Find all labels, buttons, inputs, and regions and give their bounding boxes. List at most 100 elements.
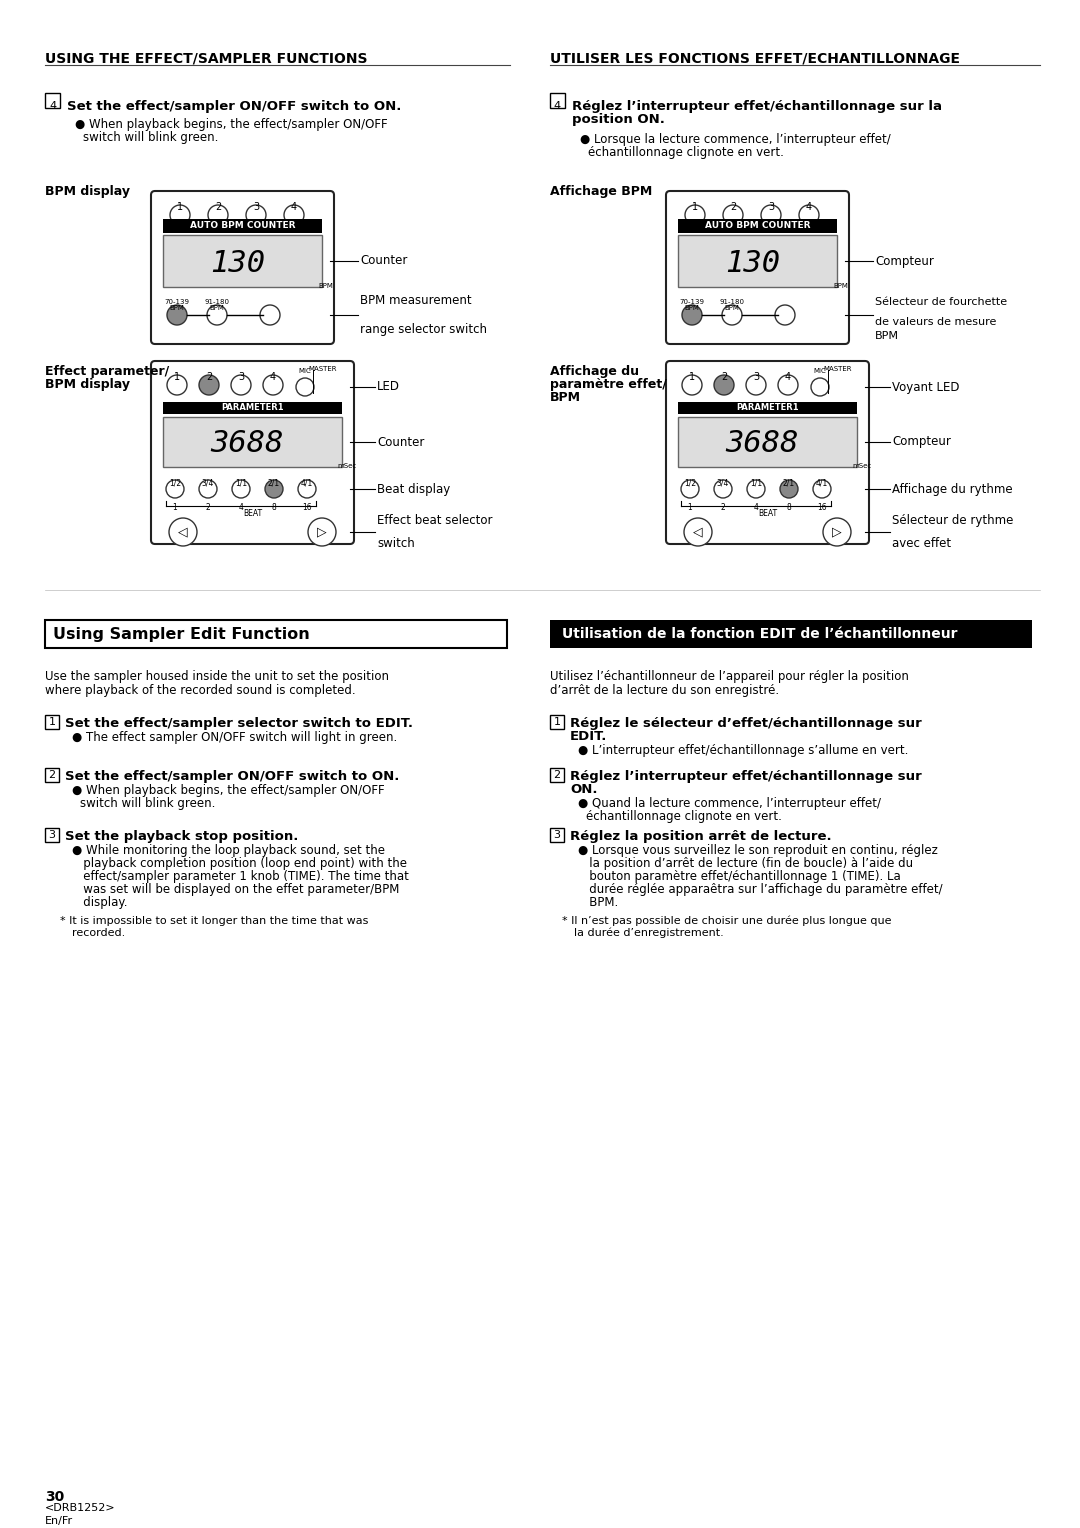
- Text: ● When playback begins, the effect/sampler ON/OFF: ● When playback begins, the effect/sampl…: [72, 784, 384, 798]
- Text: BEAT: BEAT: [243, 509, 262, 518]
- Circle shape: [714, 480, 732, 498]
- Text: 2: 2: [49, 770, 55, 779]
- Text: <DRB1252>: <DRB1252>: [45, 1504, 116, 1513]
- Text: la position d’arrêt de lecture (fin de boucle) à l’aide du: la position d’arrêt de lecture (fin de b…: [578, 857, 913, 869]
- Bar: [678, 402, 858, 414]
- Text: 4: 4: [239, 503, 243, 512]
- Text: ● Lorsque la lecture commence, l’interrupteur effet/: ● Lorsque la lecture commence, l’interru…: [580, 133, 891, 147]
- Circle shape: [778, 374, 798, 396]
- Circle shape: [684, 518, 712, 545]
- Text: 4: 4: [291, 202, 297, 212]
- Text: BPM measurement: BPM measurement: [360, 293, 472, 307]
- Circle shape: [208, 205, 228, 225]
- Bar: [45, 769, 59, 782]
- Text: Compteur: Compteur: [892, 435, 950, 449]
- Circle shape: [681, 480, 699, 498]
- Bar: [550, 715, 564, 729]
- Text: ● Lorsque vous surveillez le son reproduit en continu, réglez: ● Lorsque vous surveillez le son reprodu…: [578, 843, 937, 857]
- Bar: [678, 235, 837, 287]
- Circle shape: [723, 306, 742, 325]
- Circle shape: [298, 480, 316, 498]
- Circle shape: [246, 205, 266, 225]
- Text: 1/1: 1/1: [235, 478, 247, 487]
- FancyBboxPatch shape: [666, 191, 849, 344]
- Text: effect/sampler parameter 1 knob (TIME). The time that: effect/sampler parameter 1 knob (TIME). …: [72, 869, 409, 883]
- Text: Counter: Counter: [377, 435, 424, 449]
- Circle shape: [823, 518, 851, 545]
- Circle shape: [199, 374, 219, 396]
- Circle shape: [723, 205, 743, 225]
- Text: ● L’interrupteur effet/échantillonnage s’allume en vert.: ● L’interrupteur effet/échantillonnage s…: [578, 744, 908, 756]
- Text: 3688: 3688: [726, 429, 799, 458]
- Text: Effect parameter/: Effect parameter/: [45, 365, 170, 377]
- Text: Set the effect/sampler selector switch to EDIT.: Set the effect/sampler selector switch t…: [65, 717, 413, 730]
- Circle shape: [232, 480, 249, 498]
- Text: 4: 4: [785, 371, 791, 382]
- Text: Voyant LED: Voyant LED: [892, 380, 959, 394]
- Text: avec effet: avec effet: [892, 536, 951, 550]
- Text: Compteur: Compteur: [875, 255, 934, 267]
- Text: BEAT: BEAT: [758, 509, 778, 518]
- Bar: [550, 828, 564, 842]
- Bar: [163, 417, 342, 468]
- Text: 3: 3: [768, 202, 774, 212]
- Text: 3688: 3688: [211, 429, 284, 458]
- Circle shape: [681, 374, 702, 396]
- Text: BPM: BPM: [875, 332, 899, 341]
- Text: BPM display: BPM display: [45, 377, 130, 391]
- Text: 2: 2: [215, 202, 221, 212]
- Text: 1: 1: [688, 503, 692, 512]
- Text: MASTER: MASTER: [309, 367, 337, 371]
- Circle shape: [260, 306, 280, 325]
- Text: MASTER: MASTER: [824, 367, 852, 371]
- Bar: [163, 219, 322, 232]
- Text: 2: 2: [553, 770, 561, 779]
- Text: ▷: ▷: [833, 526, 841, 538]
- Text: 1/2: 1/2: [168, 478, 181, 487]
- Text: 3: 3: [753, 371, 759, 382]
- Circle shape: [296, 377, 314, 396]
- Text: 2: 2: [205, 503, 211, 512]
- Text: ● Quand la lecture commence, l’interrupteur effet/: ● Quand la lecture commence, l’interrupt…: [578, 798, 881, 810]
- Text: 2/1: 2/1: [268, 478, 280, 487]
- Text: 4: 4: [754, 503, 758, 512]
- Text: ● While monitoring the loop playback sound, set the: ● While monitoring the loop playback sou…: [72, 843, 384, 857]
- Text: mSec: mSec: [852, 463, 872, 469]
- Text: échantillonnage clignote en vert.: échantillonnage clignote en vert.: [588, 147, 784, 159]
- Text: échantillonnage clignote en vert.: échantillonnage clignote en vert.: [586, 810, 782, 824]
- Circle shape: [199, 480, 217, 498]
- Circle shape: [775, 306, 795, 325]
- Circle shape: [231, 374, 251, 396]
- Text: 1/2: 1/2: [684, 478, 697, 487]
- Text: * Il n’est pas possible de choisir une durée plus longue que: * Il n’est pas possible de choisir une d…: [562, 915, 891, 926]
- Text: playback completion position (loop end point) with the: playback completion position (loop end p…: [72, 857, 407, 869]
- Bar: [163, 402, 342, 414]
- Text: 2: 2: [730, 202, 737, 212]
- Circle shape: [166, 480, 184, 498]
- Text: recorded.: recorded.: [65, 927, 125, 938]
- Circle shape: [780, 480, 798, 498]
- Text: d’arrêt de la lecture du son enregistré.: d’arrêt de la lecture du son enregistré.: [550, 685, 779, 697]
- Text: 1: 1: [689, 371, 696, 382]
- Text: * It is impossible to set it longer than the time that was: * It is impossible to set it longer than…: [60, 915, 368, 926]
- Text: 70-139
BPM: 70-139 BPM: [164, 299, 189, 312]
- Text: ● The effect sampler ON/OFF switch will light in green.: ● The effect sampler ON/OFF switch will …: [72, 730, 397, 744]
- Circle shape: [799, 205, 819, 225]
- Text: bouton paramètre effet/échantillonnage 1 (TIME). La: bouton paramètre effet/échantillonnage 1…: [578, 869, 901, 883]
- Text: 1: 1: [174, 371, 180, 382]
- Text: ◁: ◁: [693, 526, 703, 538]
- Text: Réglez l’interrupteur effet/échantillonnage sur la: Réglez l’interrupteur effet/échantillonn…: [572, 99, 942, 113]
- Text: PARAMETER1: PARAMETER1: [221, 403, 284, 413]
- FancyBboxPatch shape: [151, 191, 334, 344]
- Circle shape: [746, 374, 766, 396]
- Text: Affichage du: Affichage du: [550, 365, 639, 377]
- Text: Réglez le sélecteur d’effet/échantillonnage sur: Réglez le sélecteur d’effet/échantillonn…: [570, 717, 921, 730]
- Text: 1: 1: [49, 717, 55, 727]
- Text: Affichage du rythme: Affichage du rythme: [892, 483, 1013, 495]
- Text: 4: 4: [49, 101, 56, 112]
- Circle shape: [265, 480, 283, 498]
- Circle shape: [170, 205, 190, 225]
- Text: 3: 3: [554, 830, 561, 840]
- Text: 91-180
BPM: 91-180 BPM: [719, 299, 744, 312]
- Circle shape: [714, 374, 734, 396]
